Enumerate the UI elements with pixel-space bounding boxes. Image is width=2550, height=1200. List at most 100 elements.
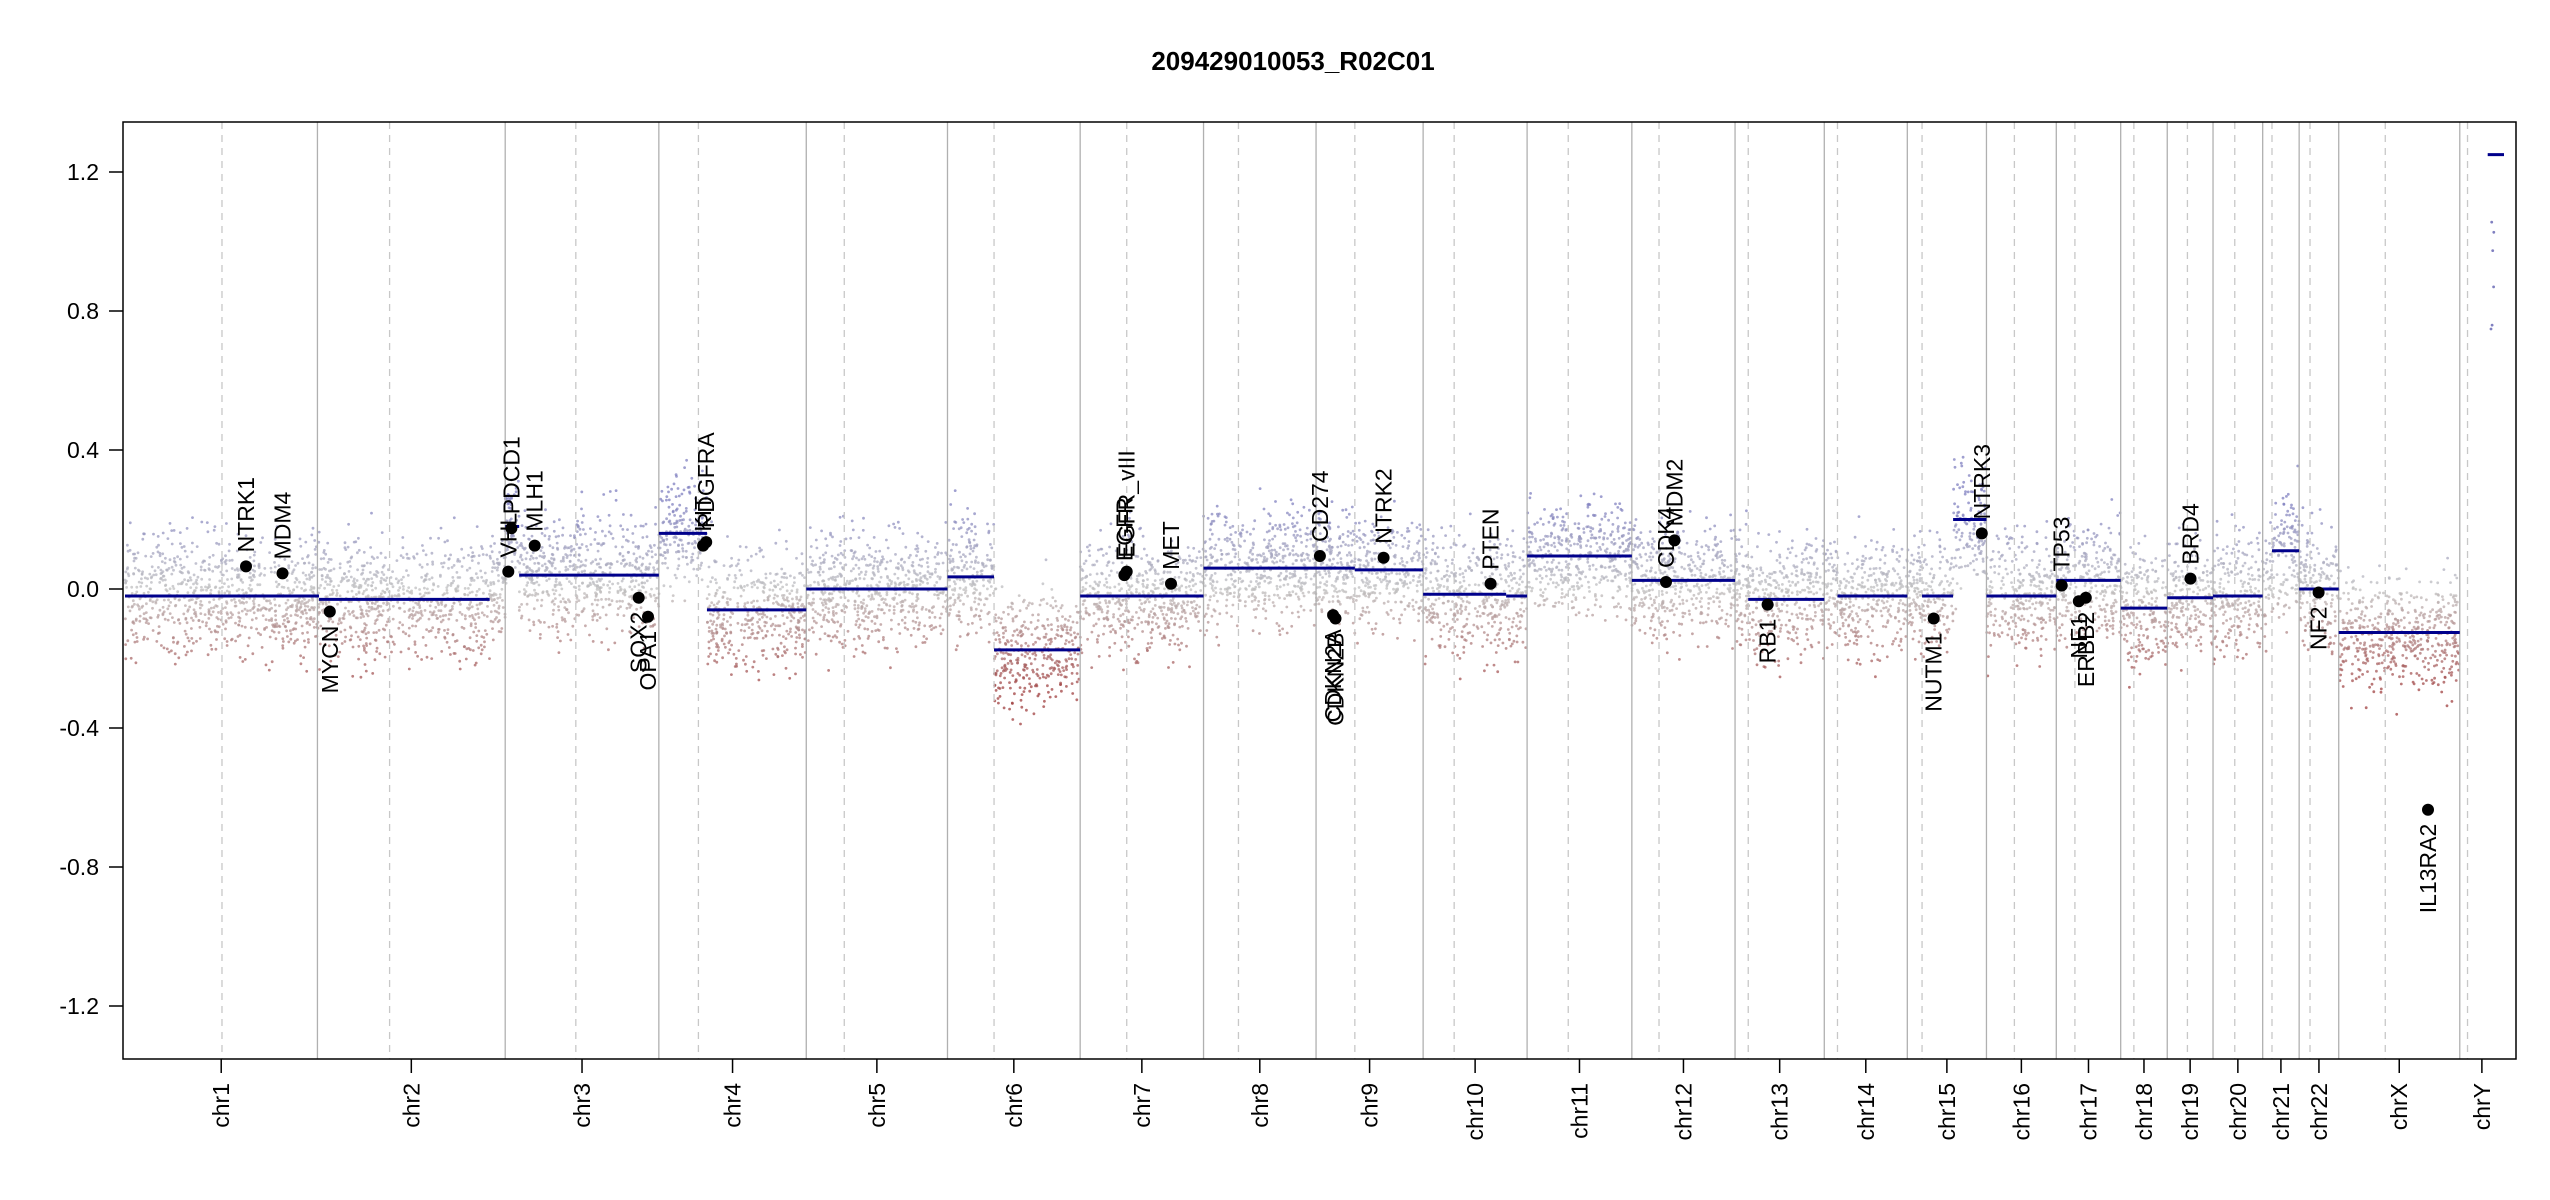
probe-point [335,591,339,595]
probe-point [250,588,254,591]
probe-point [1204,540,1207,543]
probe-point [234,604,238,608]
probe-point [1233,555,1237,559]
probe-point [962,565,966,569]
probe-point [198,625,202,629]
probe-point [1178,625,1182,629]
probe-point [342,577,346,580]
probe-point [814,610,817,614]
probe-point [1255,572,1259,576]
probe-point [1263,538,1266,542]
probe-point [273,537,277,541]
probe-point [411,609,415,613]
probe-point [1228,586,1232,590]
probe-point [1103,583,1106,587]
probe-point [407,626,411,630]
probe-point [145,619,149,622]
probe-point [783,598,786,602]
probe-point [287,620,290,624]
probe-point [835,558,839,561]
probe-point [442,561,446,565]
probe-point [326,583,329,586]
probe-point [1296,610,1300,614]
probe-point [431,562,435,566]
probe-point [1136,580,1140,584]
probe-point [806,593,810,597]
probe-point [951,543,955,546]
probe-point [129,656,133,660]
probe-point [329,580,332,583]
probe-point [347,570,351,573]
probe-point [286,598,290,602]
probe-point [1180,604,1183,608]
probe-point [1226,573,1230,577]
probe-point [464,657,468,661]
probe-point [411,614,415,618]
probe-point [857,558,861,562]
probe-point [1273,556,1276,560]
probe-point [324,552,328,556]
probe-point [639,524,643,528]
probe-point [449,613,453,616]
probe-point [901,600,905,604]
probe-point [824,606,828,609]
probe-point [407,616,411,619]
probe-point [1073,631,1076,635]
probe-point [441,593,445,597]
probe-point [1106,605,1110,608]
probe-point [836,553,840,557]
probe-point [781,654,784,657]
probe-point [1292,553,1295,557]
probe-point [474,572,478,576]
probe-point [758,618,761,621]
probe-point [666,548,669,552]
probe-point [956,565,959,569]
probe-point [547,625,551,629]
probe-point [1280,610,1284,614]
probe-point [650,550,654,553]
probe-point [733,574,737,577]
probe-point [293,581,297,584]
probe-point [1194,560,1197,563]
probe-point [829,567,833,570]
probe-point [691,521,694,525]
probe-point [1069,628,1072,632]
probe-point [672,522,676,525]
probe-point [1051,596,1055,599]
probe-point [1244,587,1247,590]
probe-point [519,553,523,557]
probe-point [1176,637,1180,641]
probe-point [1295,521,1299,525]
probe-point [941,605,945,609]
probe-point [243,658,247,661]
probe-point [1387,572,1391,576]
probe-point [217,625,221,629]
probe-point [253,569,257,573]
probe-point [501,599,504,602]
probe-point [1279,528,1283,532]
probe-point [559,559,563,563]
probe-point [510,537,513,541]
probe-point [738,545,742,548]
probe-point [525,551,529,555]
probe-point [1357,594,1361,598]
probe-point [160,571,164,575]
probe-point [172,640,175,644]
probe-point [497,563,501,566]
probe-point [855,619,858,623]
probe-point [1255,607,1258,611]
probe-point [577,553,581,557]
probe-point [189,586,193,589]
probe-point [669,585,672,588]
probe-point [752,660,756,664]
probe-point [224,606,227,609]
probe-point [780,567,784,571]
probe-point [445,586,449,589]
probe-point [413,643,417,646]
probe-point [441,614,445,618]
probe-point [957,618,961,621]
probe-point [374,586,378,590]
probe-point [1018,686,1022,689]
probe-point [1069,633,1073,637]
probe-point [1291,502,1295,506]
